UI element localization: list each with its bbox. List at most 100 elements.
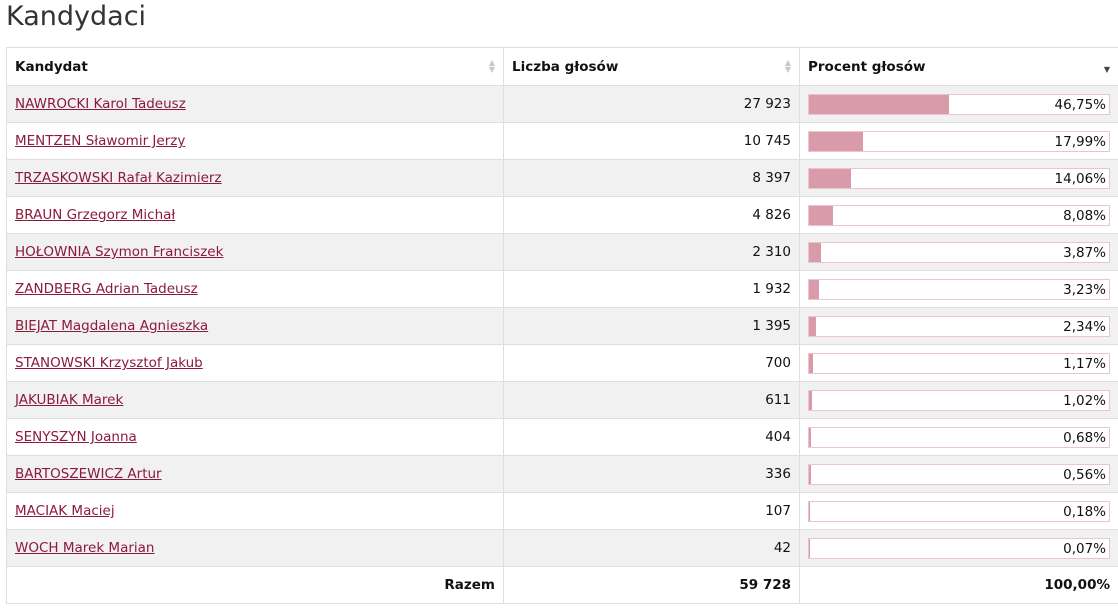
votes-cell: 10 745 [503, 122, 800, 160]
table-row: ZANDBERG Adrian Tadeusz 1 932 3,23% [6, 270, 1118, 308]
column-header-candidate[interactable]: Kandydat ▲ ▼ [6, 47, 504, 86]
table-row: WOCH Marek Marian 42 0,07% [6, 529, 1118, 567]
candidate-cell: BIEJAT Magdalena Agnieszka [6, 307, 504, 345]
candidate-link[interactable]: ZANDBERG Adrian Tadeusz [15, 281, 198, 297]
percent-cell: 17,99% [799, 122, 1118, 160]
column-header-votes[interactable]: Liczba głosów ▲ ▼ [503, 47, 800, 86]
percent-bar-fill [809, 168, 852, 188]
candidate-cell: MENTZEN Sławomir Jerzy [6, 122, 504, 160]
percent-cell: 1,17% [799, 344, 1118, 382]
percent-bar-fill [809, 353, 813, 373]
percent-value: 14,06% [1054, 170, 1106, 187]
votes-cell: 404 [503, 418, 800, 456]
candidate-link[interactable]: STANOWSKI Krzysztof Jakub [15, 355, 203, 371]
percent-bar-fill [809, 501, 810, 521]
candidate-cell: WOCH Marek Marian [6, 529, 504, 567]
votes-cell: 107 [503, 492, 800, 530]
percent-value: 0,68% [1063, 429, 1106, 446]
percent-bar: 46,75% [808, 93, 1110, 115]
percent-bar-fill [809, 279, 819, 299]
percent-bar-fill [809, 205, 834, 225]
table-header-row: Kandydat ▲ ▼ Liczba głosów ▲ ▼ Procent gło… [6, 47, 1118, 86]
column-header-percent[interactable]: Procent głosów ▲▼ [799, 47, 1118, 86]
percent-bar: 1,02% [808, 389, 1110, 411]
percent-bar: 0,68% [808, 426, 1110, 448]
percent-bar-fill [809, 464, 811, 484]
percent-value: 3,87% [1063, 244, 1106, 261]
percent-bar-fill [809, 94, 950, 114]
percent-bar-fill [809, 131, 863, 151]
percent-value: 17,99% [1054, 133, 1106, 150]
total-votes: 59 728 [503, 566, 800, 604]
percent-bar-fill [809, 316, 817, 336]
candidate-link[interactable]: NAWROCKI Karol Tadeusz [15, 96, 186, 112]
candidate-link[interactable]: WOCH Marek Marian [15, 540, 155, 556]
table-row: NAWROCKI Karol Tadeusz 27 923 46,75% [6, 85, 1118, 123]
percent-value: 2,34% [1063, 318, 1106, 335]
candidate-link[interactable]: MENTZEN Sławomir Jerzy [15, 133, 186, 149]
percent-cell: 0,68% [799, 418, 1118, 456]
table-row: STANOWSKI Krzysztof Jakub 700 1,17% [6, 344, 1118, 382]
votes-cell: 2 310 [503, 233, 800, 271]
percent-bar-fill [809, 242, 821, 262]
percent-bar-fill [809, 390, 813, 410]
candidate-cell: STANOWSKI Krzysztof Jakub [6, 344, 504, 382]
percent-bar: 17,99% [808, 130, 1110, 152]
percent-bar: 0,18% [808, 500, 1110, 522]
sort-arrows-icon[interactable]: ▲ ▼ [784, 58, 792, 74]
percent-bar: 1,17% [808, 352, 1110, 374]
percent-cell: 8,08% [799, 196, 1118, 234]
candidate-link[interactable]: TRZASKOWSKI Rafał Kazimierz [15, 170, 222, 186]
candidate-link[interactable]: BRAUN Grzegorz Michał [15, 207, 176, 223]
table-row: BARTOSZEWICZ Artur 336 0,56% [6, 455, 1118, 493]
table-row: SENYSZYN Joanna 404 0,68% [6, 418, 1118, 456]
percent-value: 0,18% [1063, 503, 1106, 520]
percent-bar: 8,08% [808, 204, 1110, 226]
percent-value: 1,17% [1063, 355, 1106, 372]
percent-bar: 14,06% [808, 167, 1110, 189]
table-row: TRZASKOWSKI Rafał Kazimierz 8 397 14,06% [6, 159, 1118, 197]
percent-value: 8,08% [1063, 207, 1106, 224]
percent-bar: 3,87% [808, 241, 1110, 263]
sort-descending-icon[interactable]: ▲▼ [1103, 65, 1111, 74]
candidate-link[interactable]: JAKUBIAK Marek [15, 392, 124, 408]
percent-value: 0,56% [1063, 466, 1106, 483]
votes-cell: 611 [503, 381, 800, 419]
percent-cell: 46,75% [799, 85, 1118, 123]
votes-cell: 27 923 [503, 85, 800, 123]
candidate-link[interactable]: HOŁOWNIA Szymon Franciszek [15, 244, 224, 260]
percent-bar: 2,34% [808, 315, 1110, 337]
page-title: Kandydaci [6, 1, 147, 32]
votes-cell: 8 397 [503, 159, 800, 197]
candidate-cell: JAKUBIAK Marek [6, 381, 504, 419]
total-percent: 100,00% [799, 566, 1118, 604]
total-row: Razem 59 728 100,00% [6, 566, 1118, 604]
percent-value: 46,75% [1054, 96, 1106, 113]
votes-cell: 336 [503, 455, 800, 493]
sort-arrows-icon[interactable]: ▲ ▼ [488, 58, 496, 74]
candidate-link[interactable]: MACIAK Maciej [15, 503, 115, 519]
table-row: HOŁOWNIA Szymon Franciszek 2 310 3,87% [6, 233, 1118, 271]
column-header-label: Kandydat [15, 58, 88, 75]
percent-value: 3,23% [1063, 281, 1106, 298]
percent-bar: 0,56% [808, 463, 1110, 485]
candidate-cell: NAWROCKI Karol Tadeusz [6, 85, 504, 123]
table-row: BIEJAT Magdalena Agnieszka 1 395 2,34% [6, 307, 1118, 345]
percent-cell: 0,07% [799, 529, 1118, 567]
table-row: MACIAK Maciej 107 0,18% [6, 492, 1118, 530]
candidate-link[interactable]: BARTOSZEWICZ Artur [15, 466, 162, 482]
percent-bar-fill [809, 427, 812, 447]
percent-cell: 2,34% [799, 307, 1118, 345]
votes-cell: 42 [503, 529, 800, 567]
candidate-link[interactable]: SENYSZYN Joanna [15, 429, 137, 445]
candidates-table: Kandydat ▲ ▼ Liczba głosów ▲ ▼ Procent gło… [6, 47, 1118, 604]
candidate-cell: SENYSZYN Joanna [6, 418, 504, 456]
votes-cell: 700 [503, 344, 800, 382]
candidate-cell: ZANDBERG Adrian Tadeusz [6, 270, 504, 308]
table-row: MENTZEN Sławomir Jerzy 10 745 17,99% [6, 122, 1118, 160]
candidate-cell: HOŁOWNIA Szymon Franciszek [6, 233, 504, 271]
candidate-link[interactable]: BIEJAT Magdalena Agnieszka [15, 318, 209, 334]
column-header-label: Procent głosów [808, 58, 926, 75]
candidate-cell: TRZASKOWSKI Rafał Kazimierz [6, 159, 504, 197]
candidate-cell: MACIAK Maciej [6, 492, 504, 530]
